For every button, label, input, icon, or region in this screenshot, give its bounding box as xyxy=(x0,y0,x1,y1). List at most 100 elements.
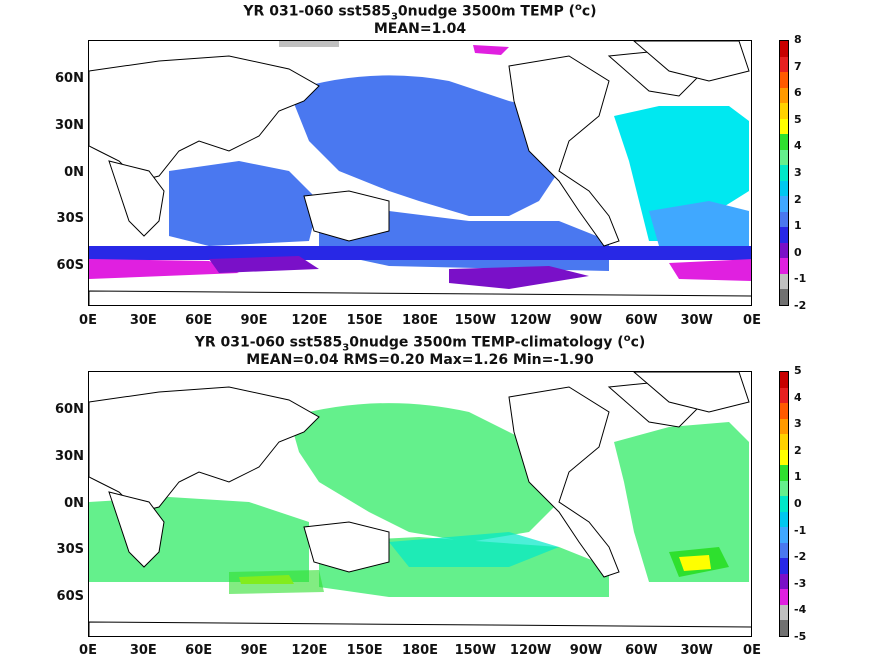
bottom-colorbar-swatch xyxy=(780,372,788,388)
top-title: YR 031-060 sst58530nudge 3500m TEMP (oc) xyxy=(243,2,597,23)
bottom-colorbar-swatch xyxy=(780,511,788,528)
top-colorbar-swatch xyxy=(780,165,788,181)
bottom-lon-label: 60E xyxy=(185,643,213,658)
bottom-subtitle: MEAN=0.04 RMS=0.20 Max=1.26 Min=-1.90 xyxy=(246,352,594,368)
bottom-colorbar-tick: 0 xyxy=(794,497,802,510)
top-colorbar-swatch xyxy=(780,211,788,228)
bottom-lon-label: 120E xyxy=(291,643,328,658)
bottom-colorbar-tick: -4 xyxy=(794,603,807,617)
bottom-lon-label: 150E xyxy=(346,643,383,658)
top-colorbar-tick: 8 xyxy=(794,33,802,46)
top-colorbar-swatch xyxy=(780,134,788,150)
top-colorbar-swatch xyxy=(780,103,788,119)
bottom-colorbar-tick: 4 xyxy=(794,390,802,404)
bottom-colorbar-swatch xyxy=(780,434,788,450)
top-colorbar-tick: -1 xyxy=(794,272,807,286)
top-colorbar xyxy=(779,40,789,306)
bottom-colorbar-tick: 1 xyxy=(794,470,802,484)
top-colorbar-swatch xyxy=(780,149,788,166)
top-colorbar-swatch xyxy=(780,56,788,73)
bottom-colorbar-swatch xyxy=(780,465,788,481)
bottom-colorbar-swatch xyxy=(780,589,788,605)
bottom-lon-label: 90E xyxy=(240,643,268,658)
top-colorbar-tick: 2 xyxy=(794,192,802,206)
bottom-lon-label: 90W xyxy=(569,643,603,658)
bottom-map-field xyxy=(89,372,751,636)
bottom-colorbar-swatch xyxy=(780,527,788,543)
bottom-colorbar-swatch xyxy=(780,403,788,419)
bottom-colorbar-swatch xyxy=(780,480,788,497)
bottom-colorbar-tick: 3 xyxy=(794,417,802,431)
bottom-lon-label: 180E xyxy=(401,643,439,658)
top-colorbar-swatch xyxy=(780,227,788,243)
top-colorbar-swatch xyxy=(780,87,788,104)
top-lon-label: 0E xyxy=(79,313,97,328)
bottom-lon-label: 0E xyxy=(743,643,761,658)
bottom-colorbar-tick: -3 xyxy=(794,576,807,590)
bottom-title: YR 031-060 sst58530nudge 3500m TEMP-clim… xyxy=(194,333,646,354)
bottom-lon-label: 30E xyxy=(129,643,157,658)
top-subtitle: MEAN=1.04 xyxy=(373,21,467,37)
top-colorbar-tick: 5 xyxy=(794,112,802,126)
top-lon-label: 150E xyxy=(346,313,383,328)
bottom-colorbar-tick: 2 xyxy=(794,443,802,457)
bottom-map xyxy=(88,371,752,637)
top-colorbar-swatch xyxy=(780,273,788,290)
top-lon-label: 120W xyxy=(509,313,552,328)
bottom-colorbar-swatch xyxy=(780,604,788,621)
top-lon-label: 60W xyxy=(625,313,658,328)
top-colorbar-swatch xyxy=(780,41,788,57)
top-map xyxy=(88,40,752,306)
top-lon-label: 0E xyxy=(743,313,761,328)
top-colorbar-swatch xyxy=(780,196,788,212)
top-lon-label: 30E xyxy=(129,313,157,328)
bottom-lat-label: 30S xyxy=(56,542,84,557)
top-colorbar-tick: -2 xyxy=(794,299,807,312)
top-lat-label: 60N xyxy=(55,71,84,86)
top-lon-label: 180E xyxy=(401,313,439,328)
top-lon-label: 90E xyxy=(240,313,268,328)
bottom-colorbar-tick: -5 xyxy=(794,630,807,643)
top-colorbar-tick: 3 xyxy=(794,166,802,179)
bottom-lat-label: 60N xyxy=(55,402,84,417)
bottom-colorbar-tick: 5 xyxy=(794,364,802,377)
top-map-field xyxy=(89,41,751,305)
top-colorbar-tick: 4 xyxy=(794,139,802,153)
bottom-colorbar-swatch xyxy=(780,573,788,590)
top-lat-label: 60S xyxy=(56,258,84,273)
top-colorbar-tick: 6 xyxy=(794,86,802,100)
top-colorbar-tick: 1 xyxy=(794,219,802,233)
bottom-lon-label: 30W xyxy=(680,643,713,658)
top-lat-label: 30S xyxy=(56,211,84,226)
top-colorbar-tick: 7 xyxy=(794,59,802,73)
bottom-colorbar xyxy=(779,371,789,637)
bottom-colorbar-swatch xyxy=(780,418,788,435)
bottom-colorbar-swatch xyxy=(780,387,788,404)
bottom-colorbar-tick: -2 xyxy=(794,550,807,564)
top-lat-label: 0N xyxy=(64,165,84,180)
top-lat-label: 30N xyxy=(55,118,84,133)
bottom-lat-label: 30N xyxy=(55,449,84,464)
bottom-colorbar-swatch xyxy=(780,449,788,466)
top-colorbar-swatch xyxy=(780,258,788,274)
top-lon-label: 120E xyxy=(291,313,328,328)
top-colorbar-swatch xyxy=(780,72,788,88)
bottom-colorbar-swatch xyxy=(780,620,788,636)
bottom-lat-label: 0N xyxy=(64,496,84,511)
bottom-colorbar-swatch xyxy=(780,496,788,512)
bottom-lon-label: 120W xyxy=(509,643,552,658)
bottom-lat-label: 60S xyxy=(56,589,84,604)
top-lon-label: 60E xyxy=(185,313,213,328)
bottom-lon-label: 0E xyxy=(79,643,97,658)
top-colorbar-swatch xyxy=(780,118,788,135)
top-colorbar-swatch xyxy=(780,242,788,259)
top-lon-label: 150W xyxy=(454,313,497,328)
top-colorbar-swatch xyxy=(780,289,788,305)
top-lon-label: 30W xyxy=(680,313,713,328)
bottom-colorbar-swatch xyxy=(780,542,788,559)
top-colorbar-tick: 0 xyxy=(794,245,802,259)
top-lon-label: 90W xyxy=(569,313,603,328)
bottom-colorbar-swatch xyxy=(780,558,788,574)
top-colorbar-swatch xyxy=(780,180,788,197)
bottom-colorbar-tick: -1 xyxy=(794,523,807,537)
